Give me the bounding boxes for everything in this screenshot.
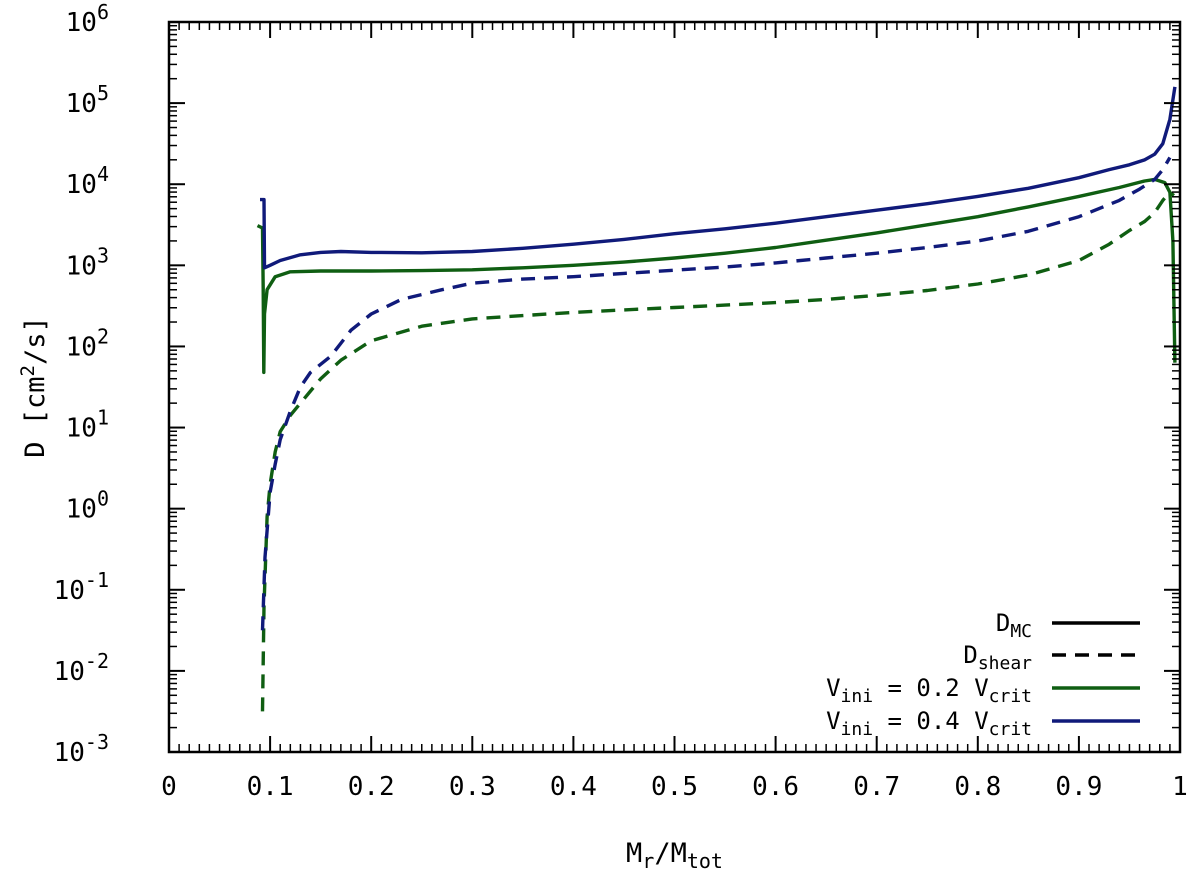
legend-label-3: Vini = 0.4 Vcrit [826,707,1032,740]
labels-layer: 0 0.1 0.2 0.3 0.4 0.5 0.6 0.7 0.8 0.9 1 10-3 10-2 10-… [54,0,1188,802]
y-tick-label: 105 [66,81,109,119]
x-tick-label: 0 [161,772,177,802]
x-tick-label: 0.4 [550,772,597,802]
y-tick-label: 10-2 [54,649,109,687]
y-tick-label: 100 [66,487,109,525]
legend-label-2: Vini = 0.2 Vcrit [826,674,1032,707]
series-layer [256,86,1177,712]
y-tick-label: 101 [66,406,109,444]
series-line-2 [260,190,1175,712]
y-tick-label: 106 [66,0,109,38]
x-tick-label: 0.2 [348,772,395,802]
y-tick-label: 103 [66,243,109,281]
y-tick-label: 104 [66,162,109,200]
legend-label-1: Dshear [963,641,1032,674]
series-line-1 [260,86,1177,270]
series-line-0 [256,177,1177,375]
x-tick-label: 0.9 [1055,772,1102,802]
series-line-3 [260,156,1172,631]
x-tick-label: 0.6 [752,772,799,802]
x-tick-label: 0.8 [954,772,1001,802]
x-tick-label: 0.1 [247,772,294,802]
ticks-layer [168,21,1181,753]
legend-label-0: DMC [996,609,1032,642]
x-tick-label: 0.7 [853,772,900,802]
plot-frame [167,20,1182,754]
x-tick-label: 0.5 [651,772,698,802]
y-tick-label: 10-3 [54,730,109,768]
x-axis-title: Mr/Mtot [626,838,723,873]
x-tick-label: 0.3 [449,772,496,802]
y-tick-label: 102 [66,324,109,362]
y-tick-label: 10-1 [54,568,109,606]
x-tick-label: 1 [1172,772,1188,802]
y-axis-title: D [cm2/s] [17,316,51,458]
